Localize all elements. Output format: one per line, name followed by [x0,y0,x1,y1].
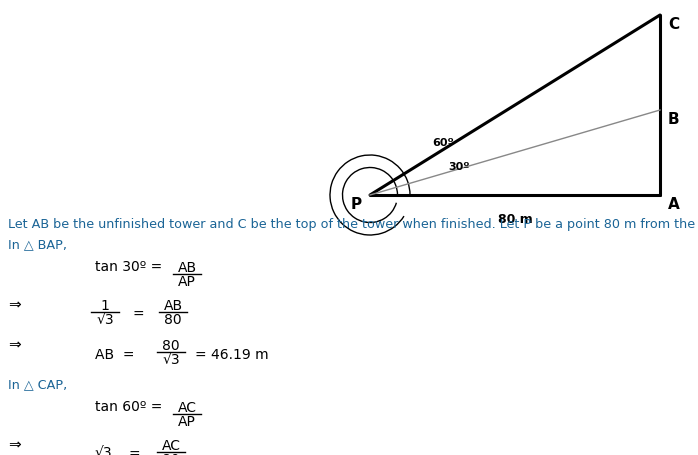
Text: tan 60º =: tan 60º = [95,400,163,414]
Text: ⇒: ⇒ [8,338,21,353]
Text: 80 m: 80 m [498,213,533,226]
Text: 80: 80 [162,339,180,353]
Text: = 46.19 m: = 46.19 m [195,348,269,362]
Text: P: P [351,197,362,212]
Text: 30º: 30º [448,162,470,172]
Text: √3: √3 [95,446,112,455]
Text: In △ CAP,: In △ CAP, [8,378,67,391]
Text: AC: AC [177,401,197,415]
Text: ⇒: ⇒ [8,298,21,313]
Text: =: = [133,308,144,322]
Text: B: B [668,112,680,127]
Text: In △ BAP,: In △ BAP, [8,238,67,251]
Text: AP: AP [178,275,196,289]
Text: Let AB be the unfinished tower and C be the top of the tower when finished. Let : Let AB be the unfinished tower and C be … [8,218,698,231]
Text: A: A [668,197,680,212]
Text: ⇒: ⇒ [8,438,21,453]
Text: 80: 80 [164,313,181,327]
Text: AB: AB [163,299,183,313]
Text: √3: √3 [162,353,180,367]
Text: AB  =: AB = [95,348,135,362]
Text: =: = [129,448,140,455]
Text: tan 30º =: tan 30º = [95,260,162,274]
Text: 1: 1 [101,299,110,313]
Text: √3: √3 [96,313,114,327]
Text: AB: AB [177,261,197,275]
Text: 60º: 60º [432,138,454,148]
Text: C: C [668,17,679,32]
Text: 80: 80 [162,453,180,455]
Text: AC: AC [161,439,181,453]
Text: AP: AP [178,415,196,429]
